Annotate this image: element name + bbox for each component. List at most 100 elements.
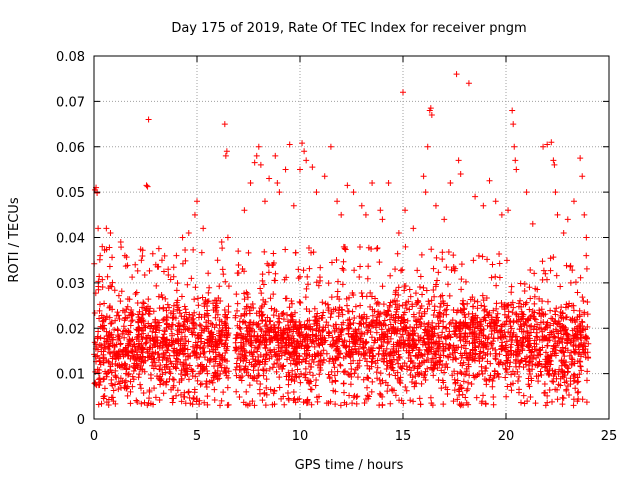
data-point [499, 342, 506, 349]
data-point [390, 367, 397, 374]
data-point [482, 401, 489, 408]
data-point [291, 322, 298, 329]
data-point [141, 357, 148, 364]
data-point [302, 365, 309, 372]
data-point [329, 379, 336, 386]
data-point [458, 322, 465, 329]
data-point [570, 337, 577, 344]
data-point [462, 278, 469, 285]
data-point [412, 373, 419, 380]
data-point [554, 211, 561, 218]
data-point [234, 300, 241, 307]
data-point [516, 386, 523, 393]
data-point [191, 296, 198, 303]
data-point [234, 307, 241, 314]
data-point [583, 334, 590, 341]
data-point [474, 371, 481, 378]
data-point [185, 389, 192, 396]
y-tick-label: 0.05 [56, 186, 85, 201]
data-point [337, 402, 344, 409]
data-point [456, 385, 463, 392]
data-point [336, 296, 343, 303]
data-point [96, 301, 103, 308]
data-point [420, 284, 427, 291]
data-point [161, 364, 168, 371]
data-point [196, 321, 203, 328]
data-point [138, 317, 145, 324]
data-point [334, 198, 341, 205]
data-point [320, 356, 327, 363]
data-point [540, 311, 547, 318]
data-point [490, 338, 497, 345]
data-point [101, 385, 108, 392]
data-point [402, 340, 409, 347]
data-point [531, 340, 538, 347]
data-point [526, 383, 533, 390]
data-point [358, 289, 365, 296]
data-point [305, 244, 312, 251]
data-point [406, 286, 413, 293]
data-point [100, 354, 107, 361]
data-point [392, 291, 399, 298]
data-point [464, 355, 471, 362]
data-point [106, 304, 113, 311]
data-point [342, 368, 349, 375]
data-point [490, 393, 497, 400]
data-point [551, 333, 558, 340]
data-point [369, 355, 376, 362]
data-point [428, 334, 435, 341]
data-point [459, 297, 466, 304]
data-point [498, 299, 505, 306]
data-point [112, 400, 119, 407]
data-point [492, 346, 499, 353]
data-point [375, 351, 382, 358]
data-point [220, 271, 227, 278]
data-point [332, 401, 339, 408]
data-point [325, 328, 332, 335]
data-point [191, 211, 198, 218]
data-point [387, 400, 394, 407]
data-point [559, 359, 566, 366]
y-tick-label: 0.08 [56, 50, 85, 65]
data-point [260, 296, 267, 303]
data-point [212, 355, 219, 362]
data-point [444, 302, 451, 309]
data-point [332, 321, 339, 328]
data-point [361, 330, 368, 337]
data-point [290, 202, 297, 209]
data-point [319, 299, 326, 306]
data-point [334, 368, 341, 375]
data-point [266, 175, 273, 182]
data-point [454, 370, 461, 377]
data-point [184, 353, 191, 360]
data-point [272, 270, 279, 277]
data-point [125, 328, 132, 335]
data-point [392, 287, 399, 294]
data-point [221, 307, 228, 314]
data-point [521, 321, 528, 328]
data-point [385, 308, 392, 315]
data-point [550, 378, 557, 385]
data-point [328, 368, 335, 375]
data-point [527, 295, 534, 302]
data-point [287, 351, 294, 358]
data-point [580, 298, 587, 305]
data-point [185, 326, 192, 333]
data-point [311, 305, 318, 312]
data-point [351, 345, 358, 352]
data-point [223, 314, 230, 321]
data-point [280, 316, 287, 323]
data-point [553, 350, 560, 357]
data-point [439, 340, 446, 347]
data-point [408, 358, 415, 365]
data-point [339, 281, 346, 288]
data-point [346, 324, 353, 331]
data-point [507, 351, 514, 358]
data-point [346, 294, 353, 301]
data-point [174, 387, 181, 394]
data-point [468, 381, 475, 388]
data-point [225, 308, 232, 315]
data-point [363, 350, 370, 357]
data-point [222, 340, 229, 347]
data-point [546, 331, 553, 338]
